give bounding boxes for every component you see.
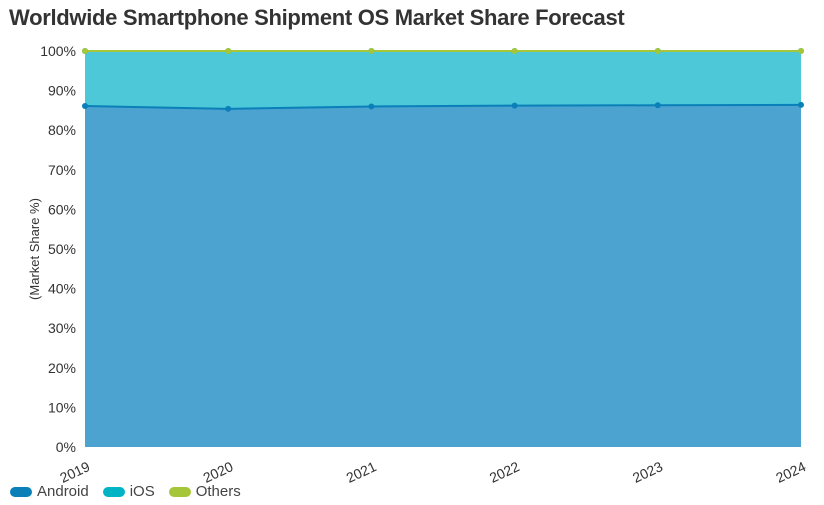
legend-swatch-others <box>168 486 191 497</box>
point-android-2020[interactable] <box>225 105 232 112</box>
x-tick-label: 2020 <box>200 458 235 486</box>
area-ios <box>85 51 801 109</box>
point-android-2023[interactable] <box>654 102 661 109</box>
y-tick-label: 60% <box>48 201 76 217</box>
series-points <box>82 48 804 112</box>
y-tick-label: 70% <box>48 162 76 178</box>
point-android-2022[interactable] <box>511 102 518 109</box>
x-tick-label: 2019 <box>57 458 92 486</box>
y-tick-label: 0% <box>56 439 76 455</box>
y-tick-label: 30% <box>48 320 76 336</box>
y-tick-label: 20% <box>48 360 76 376</box>
y-axis-ticks: 0% 10% 20% 30% 40% 50% 60% 70% 80% 90% 100% <box>40 43 76 455</box>
legend-label-android: Android <box>37 483 89 500</box>
x-tick-label: 2022 <box>487 458 522 486</box>
legend-label-others: Others <box>195 483 241 500</box>
x-axis-ticks: 2019 2020 2021 2022 2023 2024 <box>57 458 808 486</box>
legend-swatch-android <box>10 486 32 497</box>
y-tick-label: 80% <box>48 122 76 138</box>
point-others-2022[interactable] <box>511 48 518 54</box>
y-tick-label: 40% <box>48 281 76 297</box>
point-others-2020[interactable] <box>225 48 232 54</box>
legend-item-ios[interactable]: iOS <box>102 483 155 500</box>
line-android <box>84 103 802 110</box>
legend: Android iOS Others <box>10 483 241 500</box>
area-android <box>85 104 801 447</box>
legend-label-ios: iOS <box>129 483 155 500</box>
point-others-2023[interactable] <box>654 48 661 54</box>
point-android-2024[interactable] <box>798 101 804 108</box>
y-tick-label: 50% <box>48 241 76 257</box>
legend-item-others[interactable]: Others <box>168 483 241 500</box>
point-others-2024[interactable] <box>798 48 804 54</box>
point-android-2019[interactable] <box>82 103 88 110</box>
y-tick-label: 10% <box>48 399 76 415</box>
point-others-2021[interactable] <box>368 48 375 54</box>
series-areas <box>85 51 801 447</box>
y-tick-label: 100% <box>40 43 76 59</box>
x-tick-label: 2021 <box>344 458 379 486</box>
x-tick-label: 2023 <box>630 458 665 486</box>
series-lines <box>84 50 802 110</box>
point-others-2019[interactable] <box>82 48 88 54</box>
point-android-2021[interactable] <box>368 103 375 110</box>
legend-item-android[interactable]: Android <box>10 483 89 500</box>
y-tick-label: 90% <box>48 83 76 99</box>
legend-swatch-ios <box>102 486 125 497</box>
chart-title: Worldwide Smartphone Shipment OS Market … <box>9 5 625 30</box>
x-tick-label: 2024 <box>773 458 808 486</box>
y-axis-label: (Market Share %) <box>27 198 42 300</box>
